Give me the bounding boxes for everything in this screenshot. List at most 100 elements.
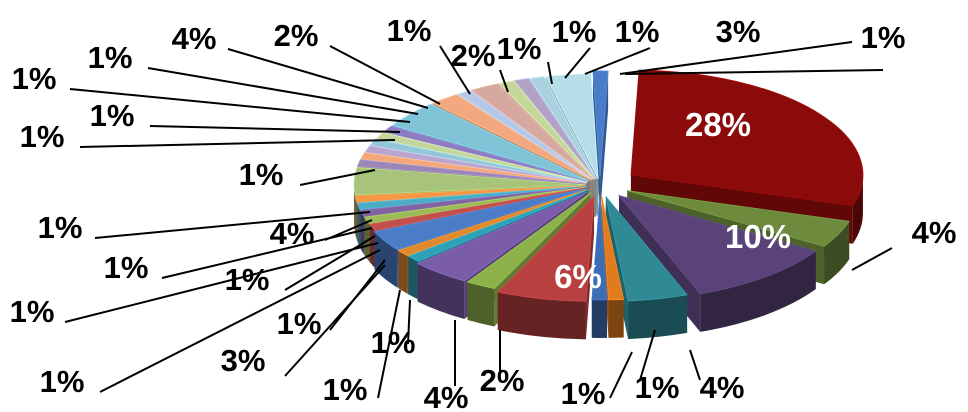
slice-side [608, 299, 624, 338]
data-label: 1% [104, 250, 149, 285]
data-label: 1% [10, 294, 55, 329]
data-label: 1% [635, 370, 680, 405]
data-label: 1% [88, 40, 133, 75]
slice-side [700, 251, 816, 332]
leader-line [69, 88, 411, 123]
data-label: 1% [277, 306, 322, 341]
leader-line [609, 351, 633, 399]
leader-line [619, 41, 853, 75]
pie-slice [356, 185, 587, 211]
data-label: 1% [497, 31, 542, 66]
pie-slice [354, 185, 587, 204]
leader-line [147, 67, 419, 115]
data-label: 4% [172, 21, 217, 56]
leader-line [639, 329, 656, 381]
pie-slice [528, 76, 597, 180]
leader-line [499, 69, 509, 93]
leader-line [329, 259, 386, 331]
leader-line [624, 69, 884, 75]
data-labels: 28%4%10%4%1%1%6%2%4%1%1%3%1%1%1%1%1%4%1%… [10, 13, 957, 412]
data-label: 2% [451, 38, 496, 73]
leader-line [324, 219, 373, 241]
pie-slice [605, 196, 688, 302]
slice-side [824, 221, 850, 285]
pie-slice [391, 103, 590, 182]
pie-slice [627, 190, 850, 247]
pie-slice [617, 194, 817, 295]
slice-side [628, 294, 688, 339]
data-label: 1% [40, 364, 85, 399]
leader-line [94, 211, 371, 239]
leader-line [64, 242, 379, 323]
leader-line [284, 235, 376, 291]
data-label: 1% [225, 262, 270, 297]
data-label: 1% [387, 13, 432, 48]
pie-slice [591, 194, 608, 301]
pie-slice [470, 83, 594, 180]
data-label: 1% [323, 372, 368, 407]
leader-line [851, 247, 893, 271]
data-label: 1% [38, 210, 83, 245]
pie-slice [600, 194, 625, 301]
data-label: 4% [270, 216, 315, 251]
pie-slice [360, 152, 587, 184]
leader-line [407, 299, 411, 345]
pie-slice [363, 186, 587, 225]
slice-side [852, 175, 863, 244]
slice-side [417, 263, 465, 320]
pie-slice [364, 145, 587, 184]
pie-slice [431, 94, 592, 181]
slice-side [398, 250, 408, 294]
pie-slice [373, 188, 587, 251]
leader-lines [64, 41, 893, 399]
data-label: 1% [861, 20, 906, 55]
pie-sides [353, 69, 864, 340]
data-label: 1% [12, 61, 57, 96]
slice-side [354, 184, 356, 233]
data-label: 10% [725, 218, 791, 255]
slice-side [369, 224, 376, 269]
data-label: 2% [274, 18, 319, 53]
pie-slice [497, 195, 595, 302]
slice-side [355, 195, 358, 241]
leader-line [547, 61, 553, 85]
data-label: 1% [561, 376, 606, 411]
leader-line [161, 227, 373, 279]
pie-slice [368, 187, 588, 231]
data-label: 28% [685, 106, 751, 143]
leader-line [299, 169, 376, 186]
data-label: 1% [90, 98, 135, 133]
slice-side [591, 299, 608, 338]
data-label: 2% [480, 363, 525, 398]
leader-line [377, 289, 401, 399]
slice-wall [600, 71, 609, 214]
pie-slice [456, 89, 593, 181]
slice-side [374, 231, 398, 288]
leader-line [284, 264, 386, 377]
pie-slice [397, 189, 588, 257]
pie-slice [416, 191, 588, 282]
data-label: 4% [912, 215, 957, 250]
pie-slice [353, 167, 587, 196]
data-label: 6% [554, 258, 602, 295]
data-label: 3% [716, 14, 761, 49]
pie-slice [513, 78, 596, 180]
leader-line [584, 47, 651, 75]
leader-line [149, 125, 401, 133]
slice-side [467, 282, 495, 327]
data-label: 1% [615, 14, 660, 49]
leader-line [99, 249, 381, 393]
leader-line [329, 45, 441, 105]
data-label: 1% [239, 157, 284, 192]
slice-wall [467, 192, 591, 321]
data-label: 1% [20, 119, 65, 154]
slice-side [408, 256, 419, 300]
data-label: 4% [700, 370, 745, 405]
data-label: 3% [221, 343, 266, 378]
data-label: 4% [424, 380, 469, 412]
data-label: 1% [371, 325, 416, 360]
pie-slice [498, 80, 595, 180]
data-label: 1% [552, 14, 597, 49]
leader-line [439, 45, 471, 95]
